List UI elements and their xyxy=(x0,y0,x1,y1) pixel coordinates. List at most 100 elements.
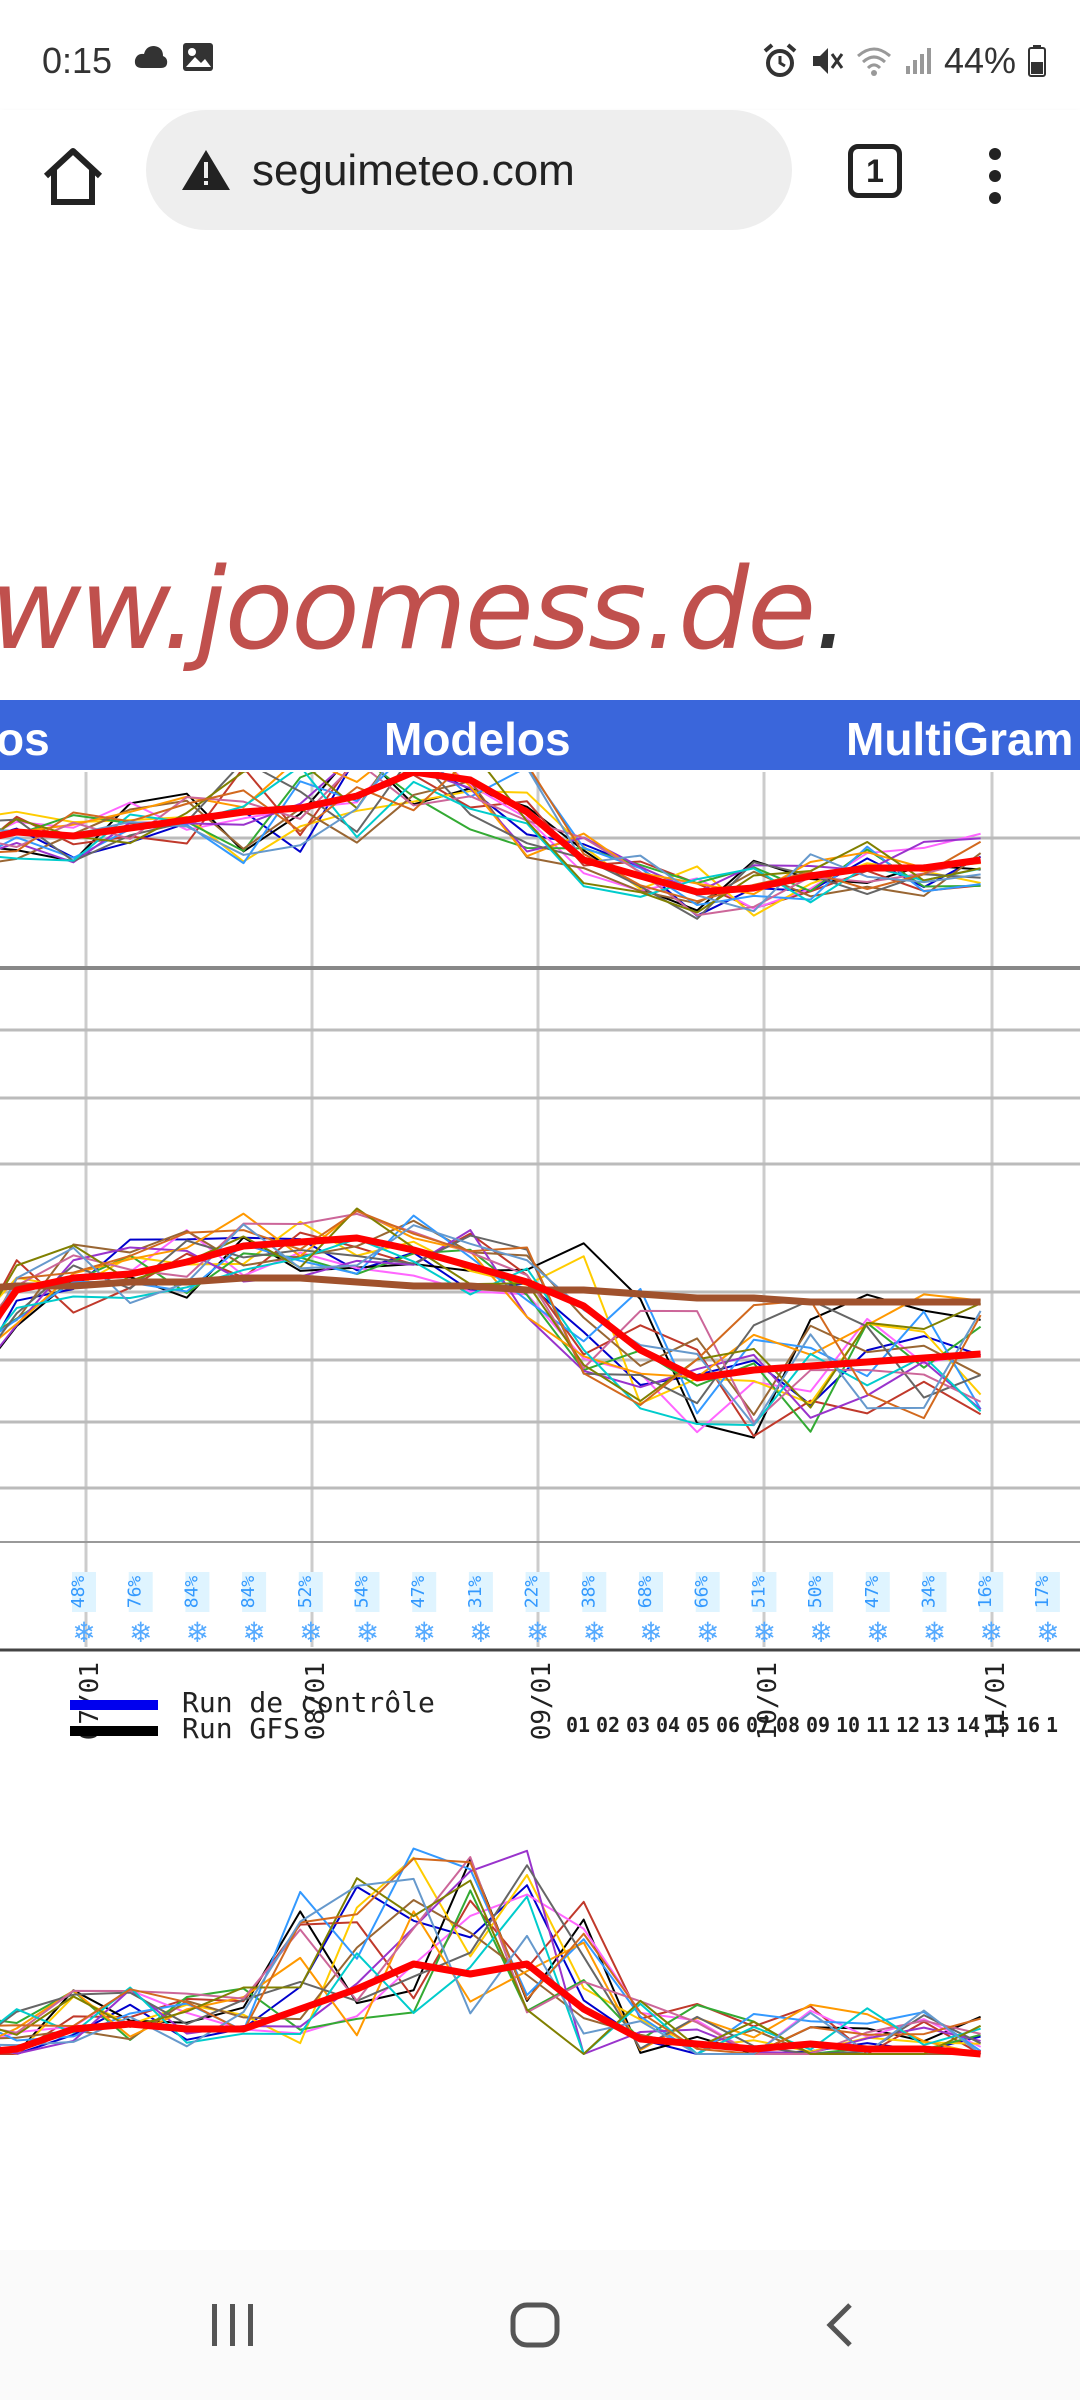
nav-item-multigram[interactable]: MultiGram xyxy=(846,713,1074,765)
date-label: 08/01 xyxy=(301,1662,331,1740)
prob-label: 54% xyxy=(352,1576,373,1609)
day-number: 11 xyxy=(866,1713,890,1737)
prob-badge xyxy=(865,1572,890,1612)
snowflake-icon: ❄ xyxy=(299,1616,322,1649)
prob-label: 52% xyxy=(295,1576,316,1609)
prob-badge xyxy=(1035,1572,1060,1612)
recent-apps-icon[interactable] xyxy=(208,2302,258,2348)
home-nav-icon[interactable] xyxy=(510,2302,560,2348)
prob-badge xyxy=(695,1572,720,1612)
snowflake-icon: ❄ xyxy=(866,1616,889,1649)
prob-label: 84% xyxy=(238,1576,259,1609)
prob-badge xyxy=(298,1572,323,1612)
prob-label: 22% xyxy=(522,1576,543,1609)
home-icon[interactable] xyxy=(38,142,108,212)
ensemble-member-middle xyxy=(0,1237,982,1427)
banner-text: ww.joomess.de xyxy=(0,545,816,675)
warning-icon[interactable] xyxy=(180,148,232,192)
prob-label: 50% xyxy=(805,1576,826,1609)
day-number: 1 xyxy=(1046,1713,1058,1737)
system-nav-bar xyxy=(0,2250,1080,2400)
prob-badge xyxy=(922,1572,947,1612)
tab-switcher-button[interactable]: 1 xyxy=(848,144,902,198)
mute-icon xyxy=(812,48,844,74)
day-number: 13 xyxy=(926,1713,950,1737)
prob-badge xyxy=(582,1572,607,1612)
back-icon[interactable] xyxy=(820,2302,860,2348)
snowflake-icon: ❄ xyxy=(186,1616,209,1649)
battery-icon xyxy=(1028,45,1046,77)
nav-item-left[interactable]: os xyxy=(0,713,50,765)
snowflake-icon: ❄ xyxy=(639,1616,662,1649)
ensemble-member-upper xyxy=(0,736,981,896)
date-label: 10/01 xyxy=(753,1662,783,1740)
snowflake-icon: ❄ xyxy=(129,1616,152,1649)
web-page: ww.joomess.de. os Modelos MultiGram 48% ❄… xyxy=(0,260,1080,2250)
date-label: 09/01 xyxy=(527,1662,557,1740)
banner-suffix: . xyxy=(814,545,850,675)
ensemble-mean-upper xyxy=(0,768,982,896)
legend-swatch-gfs xyxy=(70,1726,158,1736)
prob-badge xyxy=(752,1572,777,1612)
snowflake-icon: ❄ xyxy=(753,1616,776,1649)
prob-label: 34% xyxy=(919,1576,940,1609)
cloud-icon xyxy=(134,46,168,68)
date-label: 11/01 xyxy=(981,1662,1011,1740)
ensemble-member-middle xyxy=(0,1212,982,1424)
prob-label: 47% xyxy=(862,1576,883,1609)
prob-badge xyxy=(468,1572,493,1612)
snowflake-icon: ❄ xyxy=(979,1616,1002,1649)
prob-label: 76% xyxy=(125,1576,146,1609)
legend-label-gfs: Run GFS xyxy=(182,1712,300,1745)
snowflake-icon: ❄ xyxy=(412,1616,435,1649)
ensemble-member-upper xyxy=(0,765,981,904)
ensemble-chart-svg: 48% ❄ 76% ❄ 84% ❄ 84% ❄ 52% ❄ 54% ❄ 47% ❄ 31% ❄ 22% ❄ 38% ❄… xyxy=(0,684,1080,2058)
day-number: 10 xyxy=(836,1713,860,1737)
prob-badge xyxy=(128,1572,153,1612)
prob-badge xyxy=(242,1572,267,1612)
prob-label: 38% xyxy=(578,1576,599,1609)
legend-swatch-control xyxy=(70,1700,158,1710)
snowflake-icon: ❄ xyxy=(469,1616,492,1649)
day-number: 09 xyxy=(806,1713,830,1737)
day-number: 16 xyxy=(1016,1713,1040,1737)
ensemble-member-middle xyxy=(0,1236,981,1406)
day-number: 03 xyxy=(626,1713,650,1737)
snowflake-icon: ❄ xyxy=(696,1616,719,1649)
snowflake-icon: ❄ xyxy=(242,1616,265,1649)
snowflake-icon: ❄ xyxy=(356,1616,379,1649)
alarm-icon xyxy=(763,43,797,77)
day-number: 14 xyxy=(956,1713,980,1737)
ensemble-member-lower xyxy=(0,1857,981,2055)
status-time: 0:15 xyxy=(42,40,113,81)
prob-label: 47% xyxy=(408,1576,429,1609)
snowflake-icon: ❄ xyxy=(72,1616,95,1649)
ensemble-chart: 48% ❄ 76% ❄ 84% ❄ 84% ❄ 52% ❄ 54% ❄ 47% ❄ 31% ❄ 22% ❄ 38% ❄… xyxy=(0,684,1080,2250)
reference-line-middle xyxy=(0,1274,981,1306)
more-options-icon[interactable] xyxy=(980,146,1010,206)
snowflake-icon: ❄ xyxy=(923,1616,946,1649)
nav-item-modelos[interactable]: Modelos xyxy=(384,713,571,765)
prob-label: 84% xyxy=(181,1576,202,1609)
status-icons-left xyxy=(134,42,214,72)
day-number: 01 xyxy=(566,1713,590,1737)
prob-label: 68% xyxy=(635,1576,656,1609)
snowflake-icon: ❄ xyxy=(809,1616,832,1649)
day-number: 05 xyxy=(686,1713,710,1737)
prob-badge xyxy=(525,1572,550,1612)
address-bar[interactable]: seguimeteo.com xyxy=(146,110,792,230)
day-number: 12 xyxy=(896,1713,920,1737)
ad-banner[interactable]: ww.joomess.de. xyxy=(0,545,850,675)
ensemble-member-middle xyxy=(0,1229,982,1419)
ensemble-member-lower xyxy=(0,1877,982,2055)
prob-label: 17% xyxy=(1032,1576,1053,1609)
prob-badge xyxy=(412,1572,437,1612)
url-text: seguimeteo.com xyxy=(252,146,575,195)
prob-label: 31% xyxy=(465,1576,486,1609)
ensemble-member-lower xyxy=(0,1910,981,2055)
day-number: 08 xyxy=(776,1713,800,1737)
legend-label-control: Run de contrôle xyxy=(182,1686,435,1719)
prob-badge xyxy=(639,1572,663,1612)
day-number: 04 xyxy=(656,1713,680,1737)
snowflake-icon: ❄ xyxy=(1036,1616,1059,1649)
